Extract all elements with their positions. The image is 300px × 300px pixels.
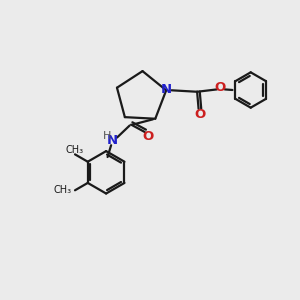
Text: CH₃: CH₃ <box>65 145 83 155</box>
Text: O: O <box>214 81 226 94</box>
Text: CH₃: CH₃ <box>54 185 72 195</box>
Text: O: O <box>142 130 154 143</box>
Text: O: O <box>194 108 206 121</box>
Text: H: H <box>103 130 111 140</box>
Text: N: N <box>107 134 118 147</box>
Text: N: N <box>161 83 172 96</box>
